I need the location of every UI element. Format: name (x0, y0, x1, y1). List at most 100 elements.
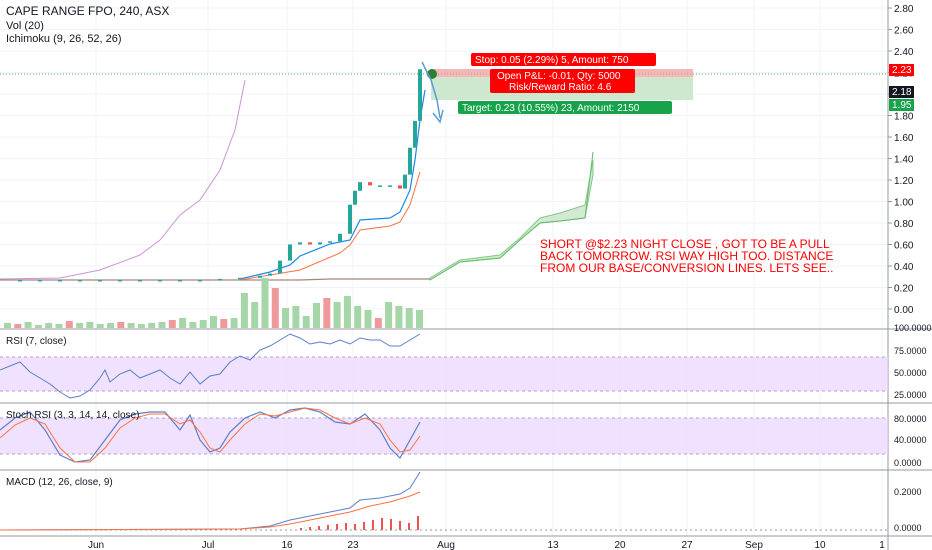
volume-bar (86, 322, 94, 328)
volume-bar (76, 323, 84, 328)
volume-bar (416, 310, 423, 328)
price-tick-label: 1.80 (894, 112, 914, 123)
macd-hist-bar (381, 518, 383, 530)
indicator-tick-label: 40.0000 (894, 435, 927, 445)
candle (378, 185, 382, 187)
volume-bar (65, 321, 73, 328)
svg-text:Target: 0.23 (10.55%) 23, Amou: Target: 0.23 (10.55%) 23, Amount: 2150 (462, 103, 640, 114)
price-badge-target: 1.95 (889, 99, 914, 111)
macd-histogram (300, 516, 419, 530)
candle (288, 244, 292, 261)
indicator-tick-label: 50.0000 (894, 368, 927, 378)
candle (308, 242, 312, 245)
time-tick-label: 20 (614, 540, 626, 550)
candle (238, 277, 242, 280)
volume-bar (4, 323, 11, 328)
macd-hist-bar (408, 523, 410, 530)
candle (18, 279, 22, 282)
slow-line (239, 171, 421, 281)
candle (318, 242, 322, 245)
arrow-annotation (421, 61, 441, 119)
stop-label: Stop: 0.05 (2.29%) 5, Amount: 750 (471, 53, 656, 66)
price-badge-stop: 2.23 (889, 64, 914, 76)
candle (38, 279, 42, 282)
volume-legend[interactable]: Vol (20) (6, 20, 44, 32)
price-tick-label: 2.80 (894, 4, 914, 15)
stoch-d-line (0, 407, 421, 463)
time-tick-label: Aug (437, 540, 455, 550)
time-axis[interactable]: Jun Jul 16 23 Aug 13 20 27 Sep 10 1 (88, 540, 885, 550)
indicator-tick-label: 0.0000 (894, 523, 922, 533)
volume-bar (240, 293, 248, 328)
stoch-rsi-label[interactable]: Stoch RSI (3, 3, 14, 14, close) (6, 410, 140, 421)
price-tick-label: 0.20 (894, 284, 914, 295)
volume-bar (385, 302, 393, 328)
candle (348, 204, 352, 234)
rsi-label[interactable]: RSI (7, close) (6, 336, 67, 347)
volume-bar (45, 323, 53, 328)
candlestick-series (18, 69, 422, 282)
candle (298, 242, 302, 245)
lagging-span-line (0, 79, 246, 280)
price-tick-label: 0.40 (894, 262, 914, 273)
macd-hist-bar (390, 519, 392, 530)
volume-bar (395, 306, 403, 328)
time-tick-label: Jul (202, 540, 215, 550)
candle (118, 279, 122, 282)
macd-hist-bar (372, 520, 374, 530)
svg-text:2.18: 2.18 (892, 87, 912, 98)
indicator-tick-label: 75.0000 (894, 346, 927, 356)
volume-bar (405, 308, 413, 328)
volume-bar (230, 318, 238, 328)
macd-line (0, 471, 421, 531)
candle (278, 260, 282, 274)
volume-bar (292, 306, 300, 328)
candle (338, 233, 342, 242)
price-axis[interactable]: 2.802.602.402.202.001.801.601.401.201.00… (888, 4, 914, 316)
macd-hist-bar (363, 522, 365, 530)
volume-bar (117, 322, 125, 328)
macd-hist-bar (399, 521, 401, 530)
svg-text:Open P&L: -0.01, Qty: 5000: Open P&L: -0.01, Qty: 5000 (497, 71, 621, 82)
volume-bar (107, 323, 114, 328)
volume-bar (313, 303, 320, 328)
candle (98, 279, 102, 282)
macd-hist-bar (336, 524, 338, 530)
volume-bar (302, 316, 310, 328)
macd-hist-bar (318, 526, 320, 530)
candle (258, 275, 262, 278)
leading-span-line (429, 151, 594, 281)
rsi-band (0, 357, 888, 391)
candle (138, 279, 142, 282)
volume-bar (261, 278, 269, 328)
indicator-axes: 100.0000 75.0000 50.0000 25.0000 80.0000 40.0… (894, 323, 932, 533)
candle (158, 279, 162, 282)
volume-bar (24, 322, 32, 328)
price-tick-label: 1.20 (894, 176, 914, 187)
candle (358, 182, 362, 191)
price-tick-label: 0.00 (894, 305, 914, 316)
svg-text:Stop: 0.05 (2.29%) 5, Amount:: Stop: 0.05 (2.29%) 5, Amount: 750 (475, 55, 629, 66)
price-badge-entry: 2.18 (889, 86, 914, 98)
candle (178, 279, 182, 282)
candle (408, 147, 412, 175)
rsi-line (0, 333, 421, 399)
volume-bar (179, 318, 187, 328)
macd-label[interactable]: MACD (12, 26, close, 9) (6, 477, 113, 488)
candle (58, 279, 62, 282)
volume-bar (364, 310, 372, 328)
stoch-band (0, 418, 888, 454)
ichimoku-legend[interactable]: Ichimoku (9, 26, 52, 26) (6, 33, 122, 45)
volume-bar (199, 320, 207, 328)
signal-line (0, 491, 421, 531)
macd-hist-bar (327, 525, 329, 530)
candle (353, 190, 357, 205)
indicator-tick-label: 80.0000 (894, 414, 927, 424)
time-tick-label: Jun (88, 540, 104, 550)
candle (388, 185, 392, 187)
volume-bar (374, 318, 382, 328)
candle (328, 241, 332, 243)
price-tick-label: 1.40 (894, 155, 914, 166)
arrow-head (432, 109, 444, 124)
